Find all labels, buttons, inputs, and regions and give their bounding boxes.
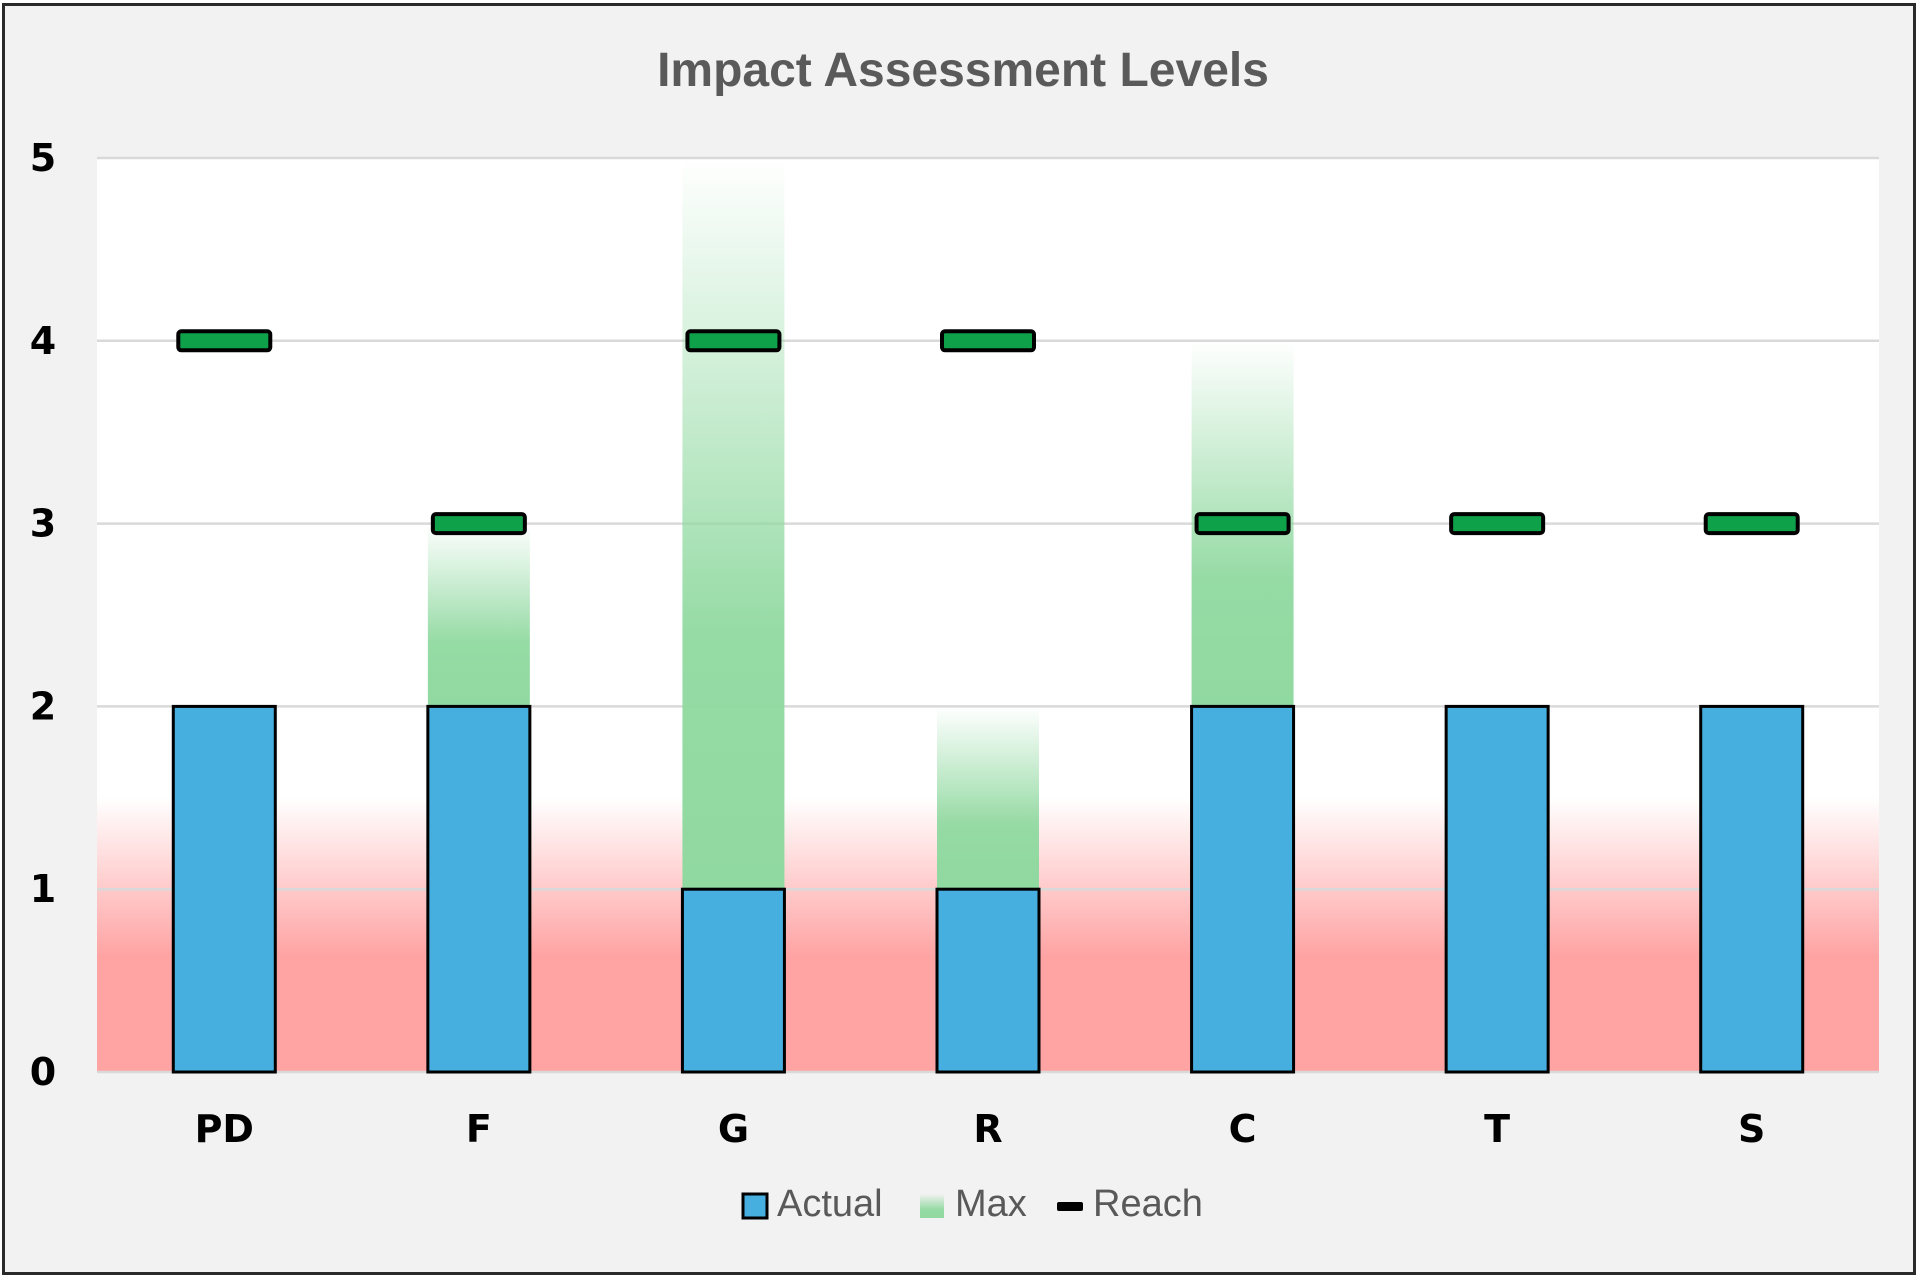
y-tick-label: 1: [30, 867, 56, 911]
legend-max-label: Max: [955, 1183, 1027, 1225]
reach-marker: [1449, 512, 1546, 536]
x-tick-label: G: [718, 1107, 749, 1151]
legend-actual-swatch: [741, 1192, 769, 1220]
chart-frame: Impact Assessment Levels 0 1 2 3 4 5 PD F G R C T S…: [2, 3, 1916, 1275]
x-tick-label: C: [1229, 1107, 1257, 1151]
legend-reach-swatch: [1057, 1202, 1083, 1211]
x-tick-label: PD: [195, 1107, 254, 1151]
actual-bar: [426, 704, 532, 1074]
x-tick-label: R: [973, 1107, 1002, 1151]
x-tick-label: T: [1484, 1107, 1510, 1151]
y-tick-label: 0: [30, 1050, 56, 1094]
actual-bar: [1444, 704, 1550, 1074]
actual-bar: [171, 704, 277, 1074]
chart-canvas: Impact Assessment Levels 0 1 2 3 4 5 PD F G R C T S…: [30, 44, 1879, 1225]
reach-marker: [940, 329, 1036, 353]
reach-marker: [176, 329, 273, 353]
reach-marker: [1194, 512, 1291, 536]
max-bar: [682, 158, 785, 890]
legend-reach-label: Reach: [1093, 1183, 1203, 1225]
max-bar: [427, 523, 530, 707]
actual-bar: [1190, 704, 1296, 1074]
legend-max-swatch: [920, 1194, 944, 1218]
reach-marker: [430, 512, 527, 536]
actual-bar: [680, 887, 786, 1074]
reach-marker: [685, 329, 782, 353]
actual-bar: [1699, 704, 1805, 1074]
x-tick-label: S: [1738, 1107, 1765, 1151]
max-bar: [937, 706, 1039, 890]
y-tick-label: 4: [30, 319, 56, 363]
actual-bar: [935, 887, 1041, 1074]
reach-marker: [1703, 512, 1800, 536]
y-tick-label: 5: [30, 136, 56, 180]
y-tick-label: 3: [30, 502, 56, 546]
y-tick-label: 2: [30, 684, 56, 728]
legend-actual-label: Actual: [777, 1183, 883, 1225]
x-tick-label: F: [466, 1107, 492, 1151]
chart-title: Impact Assessment Levels: [657, 44, 1269, 97]
